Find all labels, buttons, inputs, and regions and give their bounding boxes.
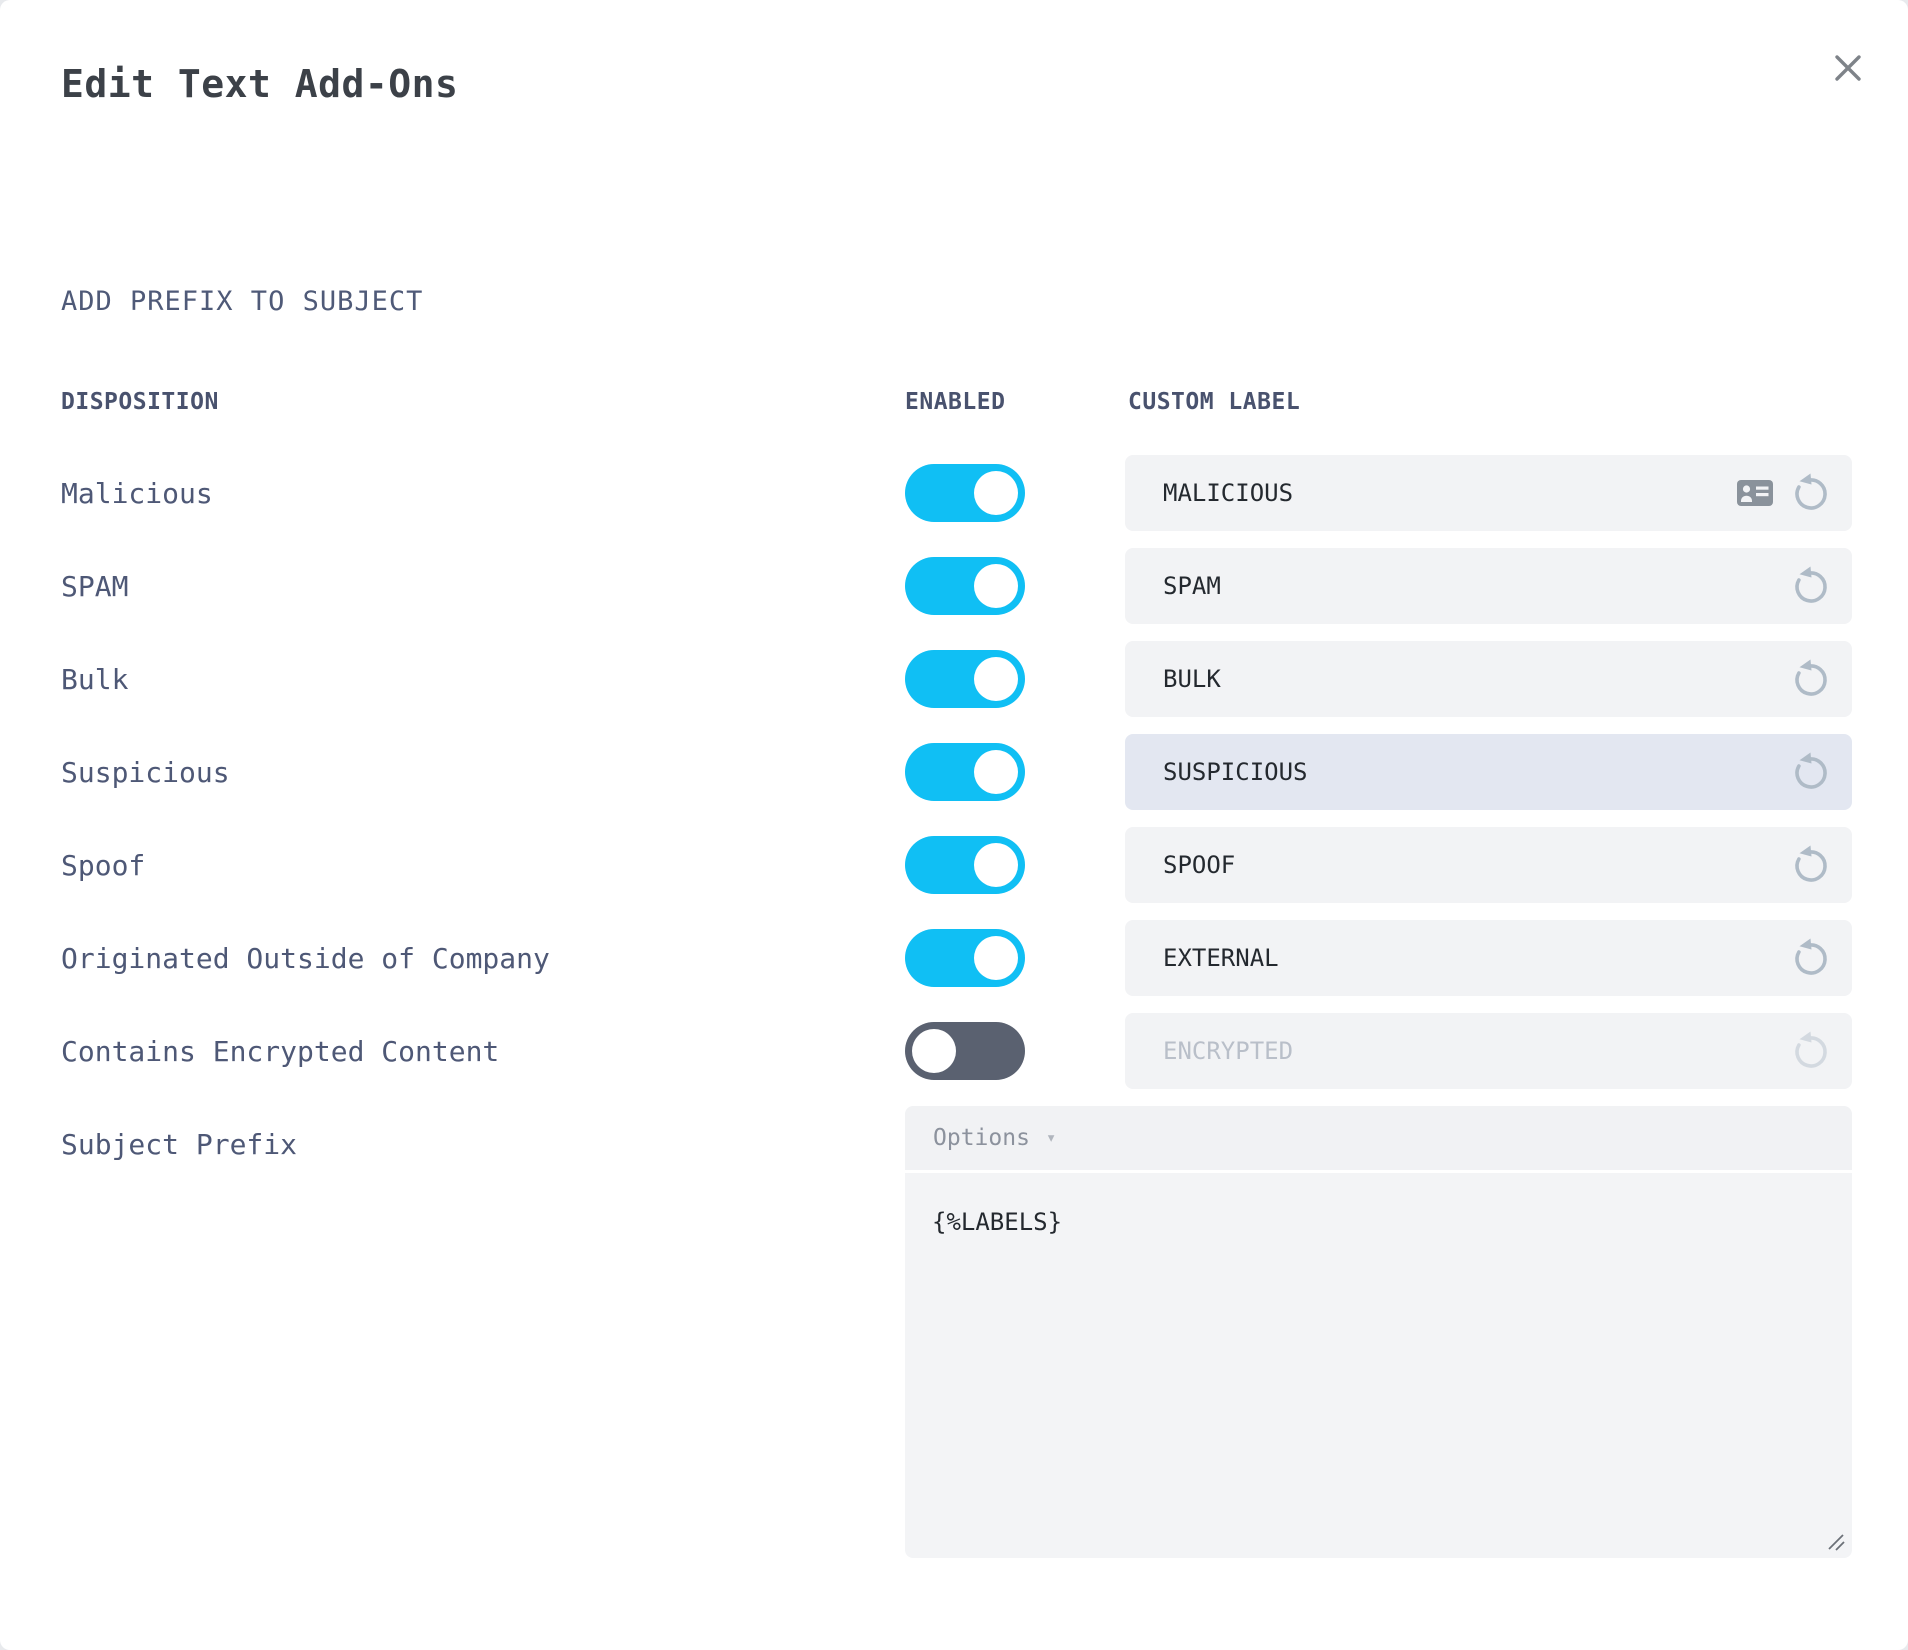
enabled-toggle[interactable] <box>905 743 1025 801</box>
close-icon <box>1835 55 1861 81</box>
chevron-down-icon: ▾ <box>1045 1127 1057 1148</box>
reset-button[interactable] <box>1788 470 1834 516</box>
reset-button[interactable] <box>1788 935 1834 981</box>
custom-label-input[interactable] <box>1125 641 1774 717</box>
close-button[interactable] <box>1824 44 1872 92</box>
disposition-label: Suspicious <box>61 756 230 789</box>
subject-prefix-row: Subject Prefix Options ▾ {%LABELS} <box>0 1106 1908 1558</box>
toggle-knob <box>974 657 1018 701</box>
disposition-label: Contains Encrypted Content <box>61 1035 500 1068</box>
reset-icon <box>1795 845 1827 882</box>
custom-label-field <box>1125 641 1852 717</box>
disposition-label: Originated Outside of Company <box>61 942 550 975</box>
custom-label-field <box>1125 548 1852 624</box>
table-row: Originated Outside of Company <box>0 920 1908 1013</box>
reset-button[interactable] <box>1788 563 1834 609</box>
toggle-knob <box>974 564 1018 608</box>
table-row: Suspicious <box>0 734 1908 827</box>
custom-label-input[interactable] <box>1125 920 1774 996</box>
disposition-label: Spoof <box>61 849 146 882</box>
options-dropdown-label: Options <box>933 1125 1030 1151</box>
enabled-toggle[interactable] <box>905 836 1025 894</box>
toggle-knob <box>974 750 1018 794</box>
disposition-label: Bulk <box>61 663 129 696</box>
reset-icon <box>1795 938 1827 975</box>
custom-label-input[interactable] <box>1125 455 1722 531</box>
enabled-toggle[interactable] <box>905 557 1025 615</box>
custom-label-input[interactable] <box>1125 734 1774 810</box>
disposition-label: Malicious <box>61 477 213 510</box>
custom-label-input[interactable] <box>1125 827 1774 903</box>
reset-icon <box>1795 752 1827 789</box>
contact-card-icon <box>1737 480 1773 506</box>
reset-icon <box>1795 566 1827 603</box>
custom-label-input[interactable] <box>1125 1013 1774 1089</box>
table-row: Bulk <box>0 641 1908 734</box>
personalization-button[interactable] <box>1736 479 1774 507</box>
subject-prefix-label: Subject Prefix <box>61 1128 298 1161</box>
page-title: Edit Text Add-Ons <box>61 62 459 106</box>
table-row: Spoof <box>0 827 1908 920</box>
reset-icon <box>1795 473 1827 510</box>
custom-label-field <box>1125 827 1852 903</box>
subject-prefix-textarea[interactable]: {%LABELS} <box>905 1173 1852 1558</box>
custom-label-field <box>1125 455 1852 531</box>
toggle-knob <box>974 471 1018 515</box>
column-header-disposition: DISPOSITION <box>61 389 219 415</box>
divider <box>905 1170 1852 1173</box>
enabled-toggle[interactable] <box>905 464 1025 522</box>
resize-handle-icon[interactable] <box>1827 1533 1845 1551</box>
options-dropdown[interactable]: Options ▾ <box>905 1106 1852 1170</box>
custom-label-field <box>1125 920 1852 996</box>
reset-icon <box>1795 659 1827 696</box>
reset-button[interactable] <box>1788 1028 1834 1074</box>
toggle-knob <box>974 843 1018 887</box>
reset-button[interactable] <box>1788 749 1834 795</box>
reset-icon <box>1795 1031 1827 1068</box>
reset-button[interactable] <box>1788 842 1834 888</box>
enabled-toggle[interactable] <box>905 1022 1025 1080</box>
table-row: Malicious <box>0 455 1908 548</box>
custom-label-field <box>1125 1013 1852 1089</box>
reset-button[interactable] <box>1788 656 1834 702</box>
toggle-knob <box>974 936 1018 980</box>
table-row: Contains Encrypted Content <box>0 1013 1908 1106</box>
table-row: SPAM <box>0 548 1908 641</box>
column-header-custom-label: CUSTOM LABEL <box>1128 389 1301 415</box>
subject-prefix-widget: Options ▾ {%LABELS} <box>905 1106 1852 1558</box>
disposition-label: SPAM <box>61 570 129 603</box>
custom-label-field <box>1125 734 1852 810</box>
custom-label-input[interactable] <box>1125 548 1774 624</box>
column-headers: DISPOSITION ENABLED CUSTOM LABEL <box>0 388 1908 416</box>
disposition-rows: Malicious <box>0 455 1908 1558</box>
section-heading: ADD PREFIX TO SUBJECT <box>61 286 424 317</box>
column-header-enabled: ENABLED <box>905 389 1006 415</box>
toggle-knob <box>912 1029 956 1073</box>
enabled-toggle[interactable] <box>905 929 1025 987</box>
enabled-toggle[interactable] <box>905 650 1025 708</box>
